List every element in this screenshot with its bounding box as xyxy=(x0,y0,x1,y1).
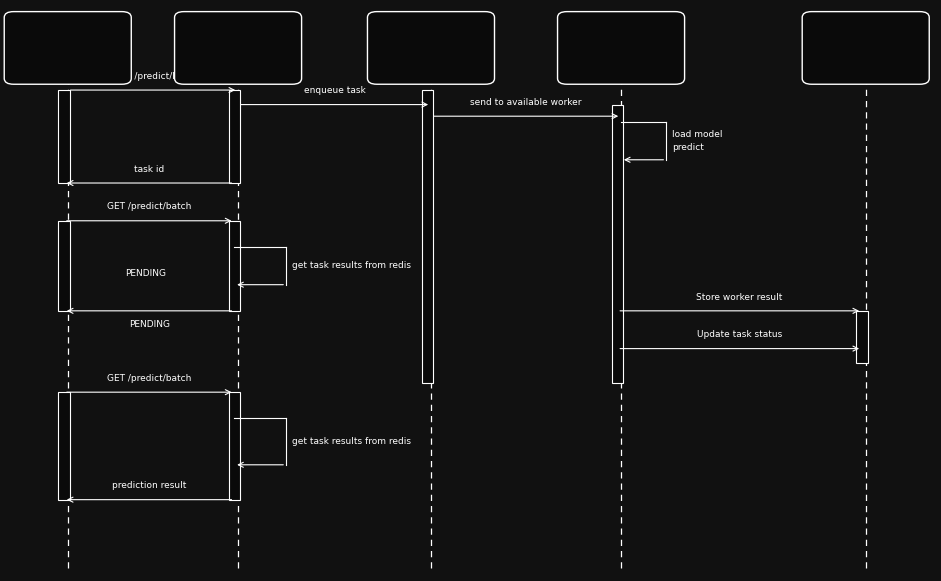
Text: get task results from redis: get task results from redis xyxy=(292,437,410,446)
Text: predict: predict xyxy=(672,143,704,152)
Text: GET /predict/batch: GET /predict/batch xyxy=(107,203,191,211)
FancyBboxPatch shape xyxy=(367,12,495,84)
Text: send to available worker: send to available worker xyxy=(470,98,582,107)
Bar xyxy=(229,90,240,183)
Text: POST /predict/batch: POST /predict/batch xyxy=(108,72,198,81)
Text: Store worker result: Store worker result xyxy=(696,293,783,302)
Text: Broker
(RabbitMQ): Broker (RabbitMQ) xyxy=(402,37,460,59)
Text: Update task status: Update task status xyxy=(697,331,782,339)
Bar xyxy=(229,392,240,500)
Bar xyxy=(856,311,868,363)
Text: API
(FastAPI): API (FastAPI) xyxy=(215,37,261,59)
Text: prediction result: prediction result xyxy=(112,482,186,490)
FancyBboxPatch shape xyxy=(557,12,684,84)
FancyBboxPatch shape xyxy=(4,12,132,84)
Bar xyxy=(58,90,70,183)
Text: PENDING: PENDING xyxy=(125,268,167,278)
Bar xyxy=(612,105,623,383)
Text: Worker
(Celery): Worker (Celery) xyxy=(600,37,642,59)
Bar xyxy=(422,90,433,383)
Text: PENDING: PENDING xyxy=(129,320,169,329)
Text: get task results from redis: get task results from redis xyxy=(292,261,410,270)
Bar xyxy=(229,221,240,311)
FancyBboxPatch shape xyxy=(174,12,301,84)
Bar xyxy=(58,392,70,500)
Text: Backend
(Redis): Backend (Redis) xyxy=(843,37,888,59)
Text: Client: Client xyxy=(53,43,83,53)
Text: GET /predict/batch: GET /predict/batch xyxy=(107,374,191,383)
Text: enqueue task: enqueue task xyxy=(304,87,365,95)
Text: task id: task id xyxy=(134,165,165,174)
FancyBboxPatch shape xyxy=(802,12,930,84)
Bar xyxy=(58,221,70,311)
Text: load model: load model xyxy=(672,130,723,139)
